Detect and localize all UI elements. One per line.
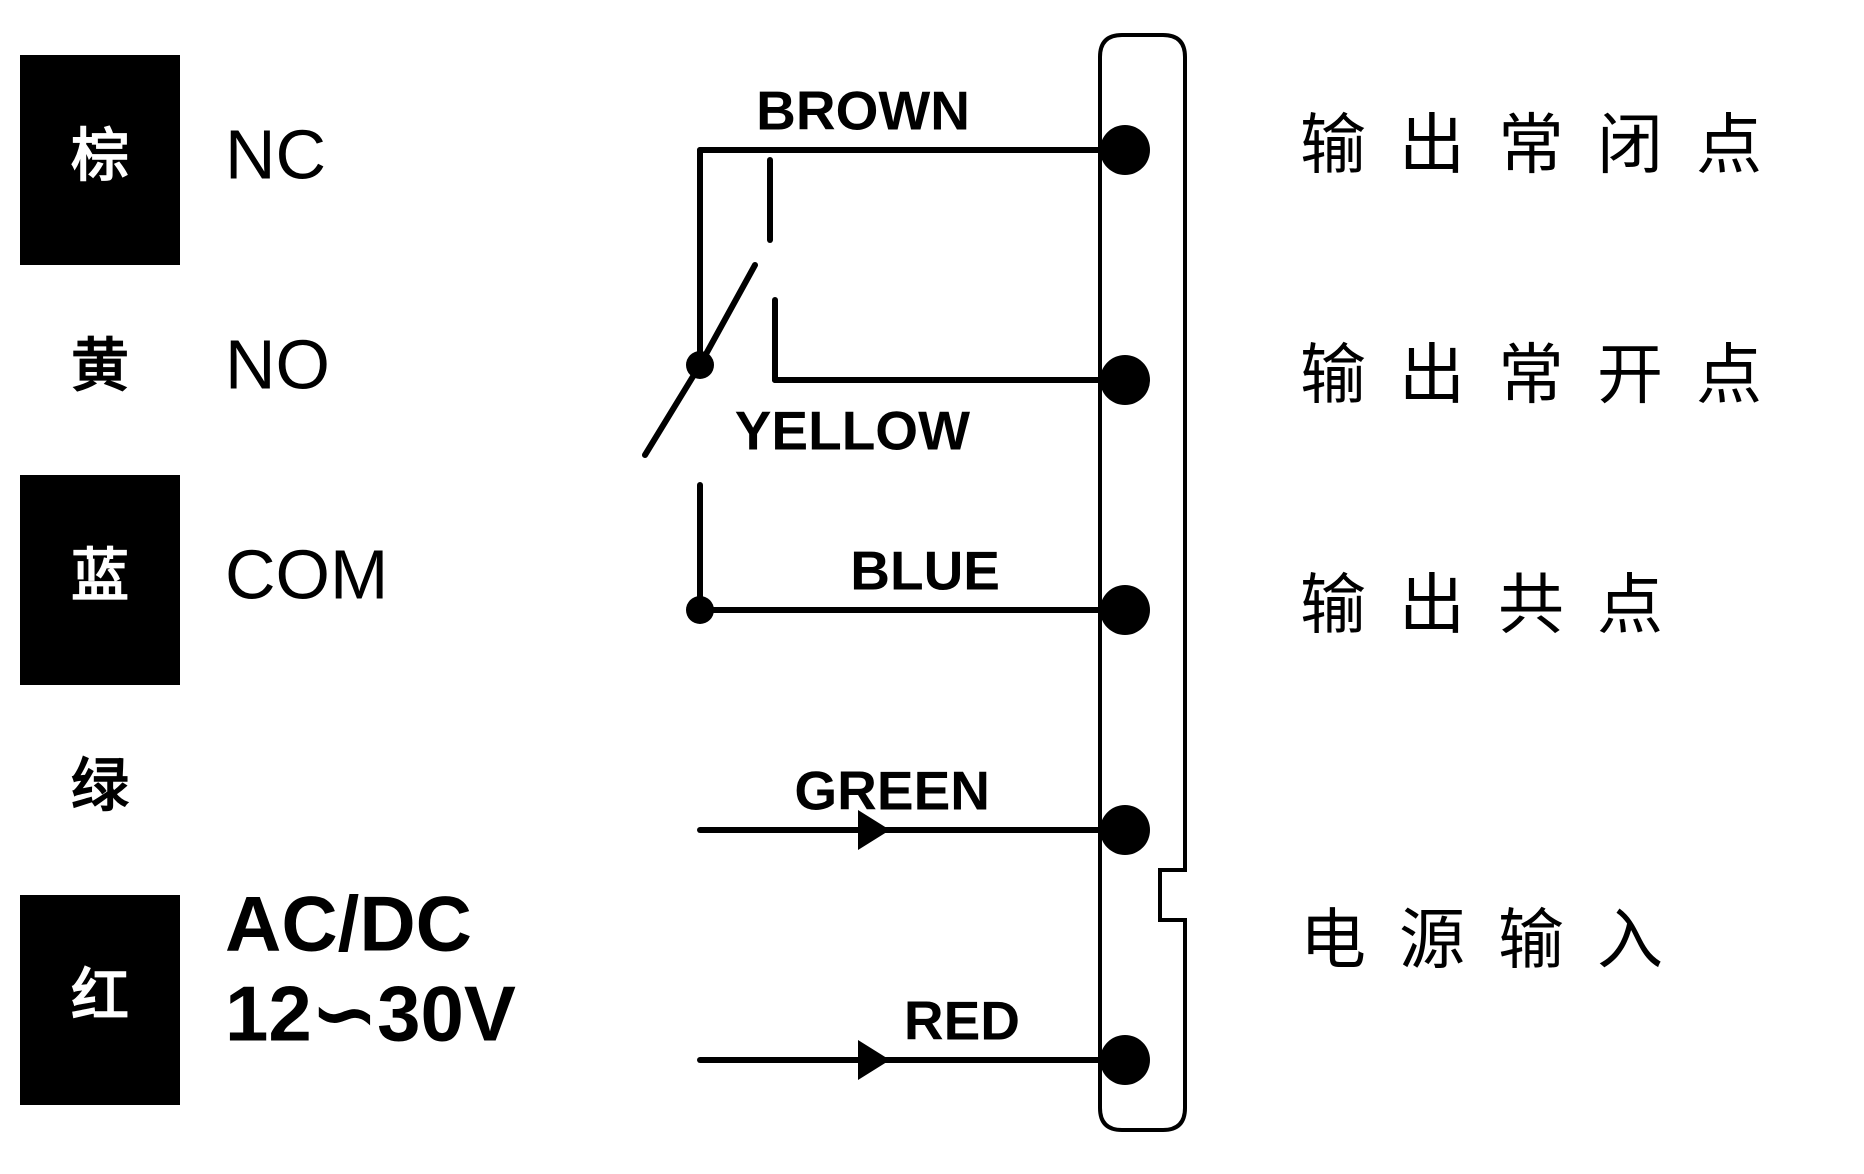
switch1-arm xyxy=(700,265,755,365)
connector-outline xyxy=(1100,35,1185,1130)
desc-blue: 输出共点 xyxy=(1300,567,1696,641)
terminal-yellow xyxy=(1100,355,1150,405)
legend-cn-2: 蓝 xyxy=(71,543,129,608)
wire-label-brown: BROWN xyxy=(756,80,970,142)
terminal-green xyxy=(1100,805,1150,855)
terminal-blue xyxy=(1100,585,1150,635)
desc-brown: 输出常闭点 xyxy=(1300,107,1795,181)
legend-cn-3: 绿 xyxy=(71,753,130,818)
wire-label-green: GREEN xyxy=(794,760,990,822)
power-line1: AC/DC xyxy=(225,880,472,968)
power-line2: 12∽30V xyxy=(225,970,516,1058)
legend-code-0: NC xyxy=(225,115,326,193)
desc-power: 电源输入 xyxy=(1300,902,1696,976)
wire-label-yellow: YELLOW xyxy=(735,400,970,462)
wire-red-head xyxy=(858,1040,890,1080)
terminal-red xyxy=(1100,1035,1150,1085)
legend-cn-0: 棕 xyxy=(71,123,129,188)
legend-cn-1: 黄 xyxy=(71,333,129,398)
wire-label-red: RED xyxy=(904,990,1020,1052)
legend-code-2: COM xyxy=(225,535,388,613)
legend-cn-4: 红 xyxy=(71,963,129,1028)
legend-code-1: NO xyxy=(225,325,330,403)
switch2-arm xyxy=(645,365,700,455)
desc-yellow: 输出常开点 xyxy=(1300,337,1795,411)
terminal-brown xyxy=(1100,125,1150,175)
wire-label-blue: BLUE xyxy=(850,540,1000,602)
